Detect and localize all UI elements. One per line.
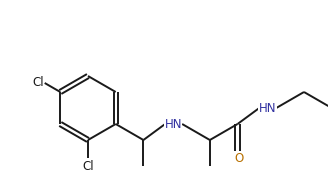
Text: HN: HN: [164, 118, 182, 131]
Text: Cl: Cl: [82, 160, 94, 172]
Text: O: O: [234, 152, 243, 165]
Text: Cl: Cl: [32, 76, 44, 89]
Text: HN: HN: [258, 102, 276, 114]
